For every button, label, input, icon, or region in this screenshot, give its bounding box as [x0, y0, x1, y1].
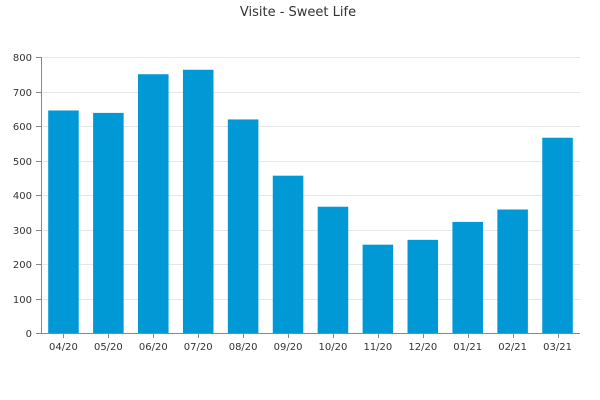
bar [362, 244, 394, 333]
x-tick-label: 03/21 [543, 342, 572, 353]
bar [452, 221, 483, 333]
x-tick-label: 02/21 [498, 342, 527, 353]
y-tick-label: 400 [13, 191, 32, 202]
x-tick-labels: 04/20 05/20 06/20 07/20 08/20 09/20 10/20 11/20… [49, 342, 572, 353]
bar [48, 110, 79, 333]
y-tick-label: 200 [13, 260, 32, 271]
bar [227, 119, 259, 333]
y-tick-label: 600 [13, 122, 32, 133]
x-tick-label: 04/20 [49, 342, 78, 353]
x-tick-label: 11/20 [363, 342, 392, 353]
bar [182, 69, 214, 333]
bar [138, 74, 169, 333]
x-tick-label: 09/20 [274, 342, 303, 353]
y-tick-label: 500 [13, 157, 32, 168]
bar [272, 175, 304, 333]
bar [93, 112, 124, 333]
x-tick-label: 07/20 [184, 342, 213, 353]
x-tick-label: 06/20 [139, 342, 168, 353]
x-tick-label: 10/20 [319, 342, 348, 353]
x-tick-label: 08/20 [229, 342, 258, 353]
y-tick-labels: 0 100 200 300 400 500 600 700 800 [13, 53, 32, 340]
bar [497, 209, 528, 333]
y-tick-label: 100 [13, 295, 32, 306]
y-tick-label: 0 [26, 329, 32, 340]
bars [48, 69, 573, 333]
x-tick-label: 12/20 [408, 342, 437, 353]
y-tick-label: 700 [13, 88, 32, 99]
bar [542, 137, 573, 333]
x-tick-label: 01/21 [453, 342, 482, 353]
y-tick-label: 800 [13, 53, 32, 64]
x-tick-label: 05/20 [94, 342, 123, 353]
gridlines [41, 57, 580, 300]
y-tick-label: 300 [13, 226, 32, 237]
chart-title: Visite - Sweet Life [240, 5, 356, 20]
bar [407, 239, 439, 333]
bar [317, 206, 349, 333]
axes [36, 57, 580, 338]
